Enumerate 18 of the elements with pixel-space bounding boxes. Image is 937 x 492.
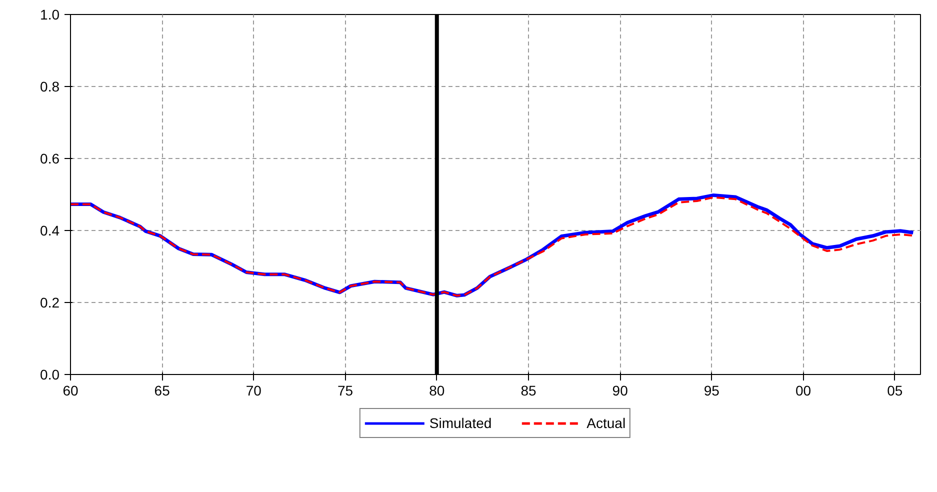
legend-label: Actual xyxy=(586,415,626,431)
x-tick-label: 70 xyxy=(246,382,262,398)
y-tick-label: 0.6 xyxy=(40,150,60,166)
x-tick-label: 65 xyxy=(154,382,170,398)
x-tick-label: 90 xyxy=(612,382,628,398)
y-tick-label: 1.0 xyxy=(40,6,60,22)
y-tick-label: 0.0 xyxy=(40,366,60,382)
x-tick-label: 05 xyxy=(887,382,903,398)
x-tick-label: 80 xyxy=(429,382,445,398)
x-tick-label: 95 xyxy=(704,382,720,398)
y-tick-label: 0.2 xyxy=(40,294,60,310)
y-tick-label: 0.4 xyxy=(40,222,60,238)
x-tick-label: 75 xyxy=(338,382,354,398)
legend-label: Simulated xyxy=(429,415,492,431)
x-tick-label: 85 xyxy=(520,382,536,398)
y-tick-label: 0.8 xyxy=(40,78,60,94)
x-tick-label: 00 xyxy=(795,382,812,398)
x-tick-label: 60 xyxy=(62,382,78,398)
